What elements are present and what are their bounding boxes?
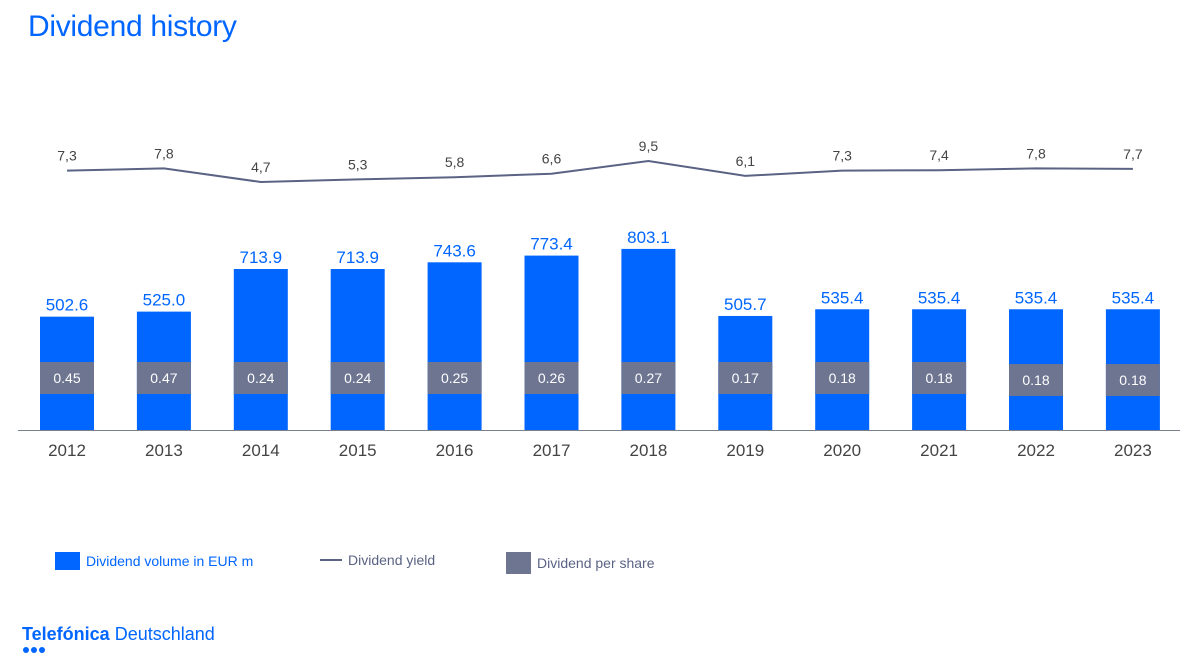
volume-label-2021: 535.4 [918,288,961,307]
volume-label-2015: 713.9 [336,248,379,267]
per-share-box-2018 [621,362,676,394]
brand-logo: Telefónica Deutschland [22,624,215,653]
per-share-box-2019 [718,362,773,394]
category-label-2018: 2018 [629,441,667,460]
yield-label-2021: 7,4 [929,147,949,163]
yield-label-2013: 7,8 [154,145,174,161]
legend-swatch-per-share [506,552,531,574]
brand-name-bold: Telefónica [22,624,110,644]
chart-title: Dividend history [28,10,237,43]
yield-label-2018: 9,5 [639,138,659,154]
per-share-box-2015 [330,362,385,394]
volume-label-2019: 505.7 [724,295,767,314]
per-share-box-2022 [1009,364,1063,396]
per-share-box-2020 [815,362,870,394]
yield-label-2012: 7,3 [57,148,77,164]
legend-swatch-volume [55,552,80,570]
legend-swatch-yield [320,559,342,561]
legend-item-yield: Dividend yield [320,552,435,568]
per-share-label-2019: 0.17 [732,370,759,386]
yield-label-2017: 6,6 [542,151,562,167]
volume-label-2017: 773.4 [530,235,573,254]
volume-label-2016: 743.6 [433,241,476,260]
legend-label-volume: Dividend volume in EUR m [86,553,254,569]
per-share-box-2014 [233,362,288,394]
per-share-box-2023 [1105,364,1160,396]
volume-label-2020: 535.4 [821,288,864,307]
per-share-label-2023: 0.18 [1119,372,1146,388]
per-share-label-2017: 0.26 [538,370,565,386]
category-label-2017: 2017 [533,441,571,460]
yield-label-2014: 4,7 [251,159,271,175]
per-share-box-2013 [136,362,191,394]
per-share-label-2020: 0.18 [829,370,856,386]
yield-label-2015: 5,3 [348,156,368,172]
legend-item-per-share: Dividend per share [506,552,655,574]
per-share-label-2014: 0.24 [247,370,274,386]
category-label-2022: 2022 [1017,441,1055,460]
volume-bar-2016 [427,262,482,430]
volume-label-2022: 535.4 [1015,288,1058,307]
brand-name-regular: Deutschland [114,624,215,644]
category-label-2014: 2014 [242,441,280,460]
per-share-label-2015: 0.24 [344,370,371,386]
per-share-label-2021: 0.18 [925,370,952,386]
yield-label-2019: 6,1 [736,153,756,169]
volume-bar-2015 [330,269,385,430]
legend-item-volume: Dividend volume in EUR m [55,552,253,570]
per-share-label-2016: 0.25 [441,370,468,386]
yield-line [66,159,1133,184]
yield-label-2016: 5,8 [445,154,465,170]
per-share-box-2021 [912,362,967,394]
volume-label-2012: 502.6 [46,296,89,315]
yield-label-2022: 7,8 [1026,145,1046,161]
category-label-2013: 2013 [145,441,183,460]
brand-dots-icon [23,647,45,653]
volume-label-2014: 713.9 [240,248,283,267]
volume-bar-2014 [233,269,288,430]
per-share-label-2018: 0.27 [635,370,662,386]
category-label-2023: 2023 [1114,441,1152,460]
category-label-2020: 2020 [823,441,861,460]
legend-label-per-share: Dividend per share [537,555,655,571]
per-share-box-2012 [40,362,94,394]
category-label-2012: 2012 [48,441,86,460]
volume-label-2013: 525.0 [143,291,186,310]
volume-label-2023: 535.4 [1112,288,1155,307]
legend-label-yield: Dividend yield [348,552,436,568]
category-label-2016: 2016 [436,441,474,460]
per-share-label-2022: 0.18 [1022,372,1049,388]
per-share-box-2017 [524,362,579,394]
per-share-box-2016 [427,362,482,394]
category-label-2021: 2021 [920,441,958,460]
category-label-2015: 2015 [339,441,377,460]
yield-label-2023: 7,7 [1123,146,1143,162]
yield-label-2020: 7,3 [832,148,852,164]
per-share-label-2013: 0.47 [150,370,177,386]
volume-label-2018: 803.1 [627,228,670,247]
category-label-2019: 2019 [726,441,764,460]
volume-bar-2017 [524,255,579,430]
per-share-label-2012: 0.45 [53,370,80,386]
dividend-chart: 502.6 0.45 2012 525.0 0.47 2013 713.9 0.24 2014 7… [18,138,1180,460]
volume-bar-2018 [621,248,676,430]
